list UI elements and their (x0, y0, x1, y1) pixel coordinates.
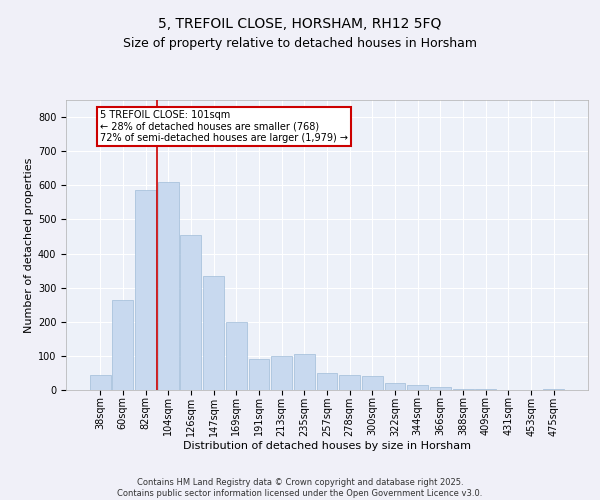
Bar (158, 182, 179, 390)
Bar (90, 374, 110, 390)
Bar (362, 376, 383, 390)
Y-axis label: Number of detached properties: Number of detached properties (23, 158, 34, 332)
Bar (203, 276, 224, 390)
Bar (385, 383, 406, 390)
X-axis label: Distribution of detached houses by size in Horsham: Distribution of detached houses by size … (183, 442, 471, 452)
Bar (112, 300, 133, 390)
Text: Size of property relative to detached houses in Horsham: Size of property relative to detached ho… (123, 38, 477, 51)
Bar (407, 385, 428, 390)
Text: 5 TREFOIL CLOSE: 101sqm
← 28% of detached houses are smaller (768)
72% of semi-d: 5 TREFOIL CLOSE: 101sqm ← 28% of detache… (100, 110, 348, 144)
Bar (248, 360, 269, 390)
Bar (135, 190, 156, 390)
Bar (317, 373, 337, 390)
Bar (430, 386, 451, 390)
Bar (181, 235, 202, 390)
Bar (339, 374, 360, 390)
Bar (271, 356, 292, 390)
Bar (294, 354, 315, 390)
Text: 5, TREFOIL CLOSE, HORSHAM, RH12 5FQ: 5, TREFOIL CLOSE, HORSHAM, RH12 5FQ (158, 18, 442, 32)
Bar (226, 322, 247, 390)
Text: Contains HM Land Registry data © Crown copyright and database right 2025.
Contai: Contains HM Land Registry data © Crown c… (118, 478, 482, 498)
